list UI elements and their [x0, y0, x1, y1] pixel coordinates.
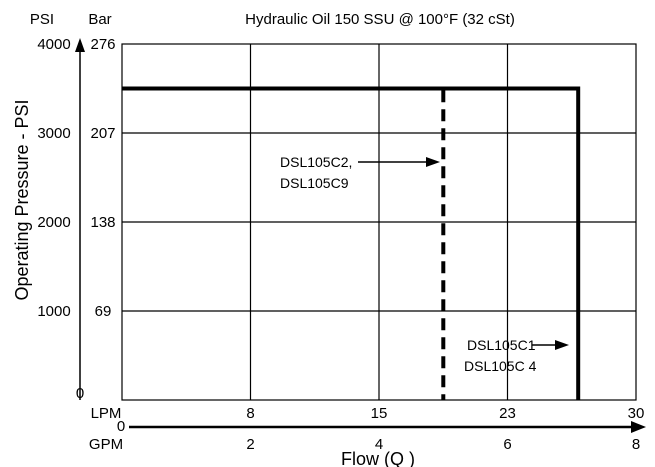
series-1-label: DSL105C2, — [280, 154, 352, 170]
series-line-1 — [122, 86, 446, 400]
x-axis-title: Flow (Q ) — [341, 449, 415, 467]
lpm-tick-label: 8 — [246, 405, 254, 422]
bar-unit-label: Bar — [88, 11, 111, 28]
chart-title: Hydraulic Oil 150 SSU @ 100°F (32 cSt) — [245, 11, 515, 28]
y-axis-title: Operating Pressure - PSI — [12, 99, 32, 300]
gpm-tick-label: 2 — [246, 436, 254, 453]
lpm-unit-label: LPM — [91, 405, 122, 422]
gpm-tick-label: 6 — [503, 436, 511, 453]
bar-tick-label: 207 — [90, 125, 115, 142]
psi-tick-label: 4000 — [37, 36, 70, 53]
lpm-tick-label: 30 — [628, 405, 645, 422]
tick-labels: 4000 3000 2000 1000 0 276 207 138 69 8 15 23 30 2 4 6 8 — [37, 36, 644, 453]
bar-tick-label: 138 — [90, 214, 115, 231]
bar-tick-label: 69 — [95, 303, 112, 320]
series-2-arrow-head — [555, 340, 569, 350]
lpm-tick-label: 23 — [499, 405, 516, 422]
grid — [121, 43, 637, 401]
bar-tick-label: 276 — [90, 36, 115, 53]
psi-unit-label: PSI — [30, 11, 54, 28]
annotations: DSL105C2, DSL105C9 DSL105C1 DSL105C 4 — [280, 154, 569, 374]
lpm-tick-label: 15 — [371, 405, 388, 422]
series-2-label: DSL105C1 — [467, 337, 536, 353]
psi-tick-label: 1000 — [37, 303, 70, 320]
gpm-unit-label: GPM — [89, 436, 123, 453]
series-line-2 — [122, 86, 581, 400]
gpm-tick-label: 4 — [375, 436, 383, 453]
gpm-zero-label: 0 — [117, 418, 125, 435]
axes — [75, 38, 646, 433]
series-2-label: DSL105C 4 — [464, 358, 537, 374]
series-1-arrow-head — [426, 157, 440, 167]
series-group — [122, 86, 581, 400]
x-axis-arrow — [631, 421, 646, 433]
series-1-label: DSL105C9 — [280, 175, 349, 191]
psi-tick-label: 3000 — [37, 125, 70, 142]
psi-tick-label: 2000 — [37, 214, 70, 231]
y-axis-arrow — [75, 38, 85, 52]
gpm-tick-label: 8 — [632, 436, 640, 453]
